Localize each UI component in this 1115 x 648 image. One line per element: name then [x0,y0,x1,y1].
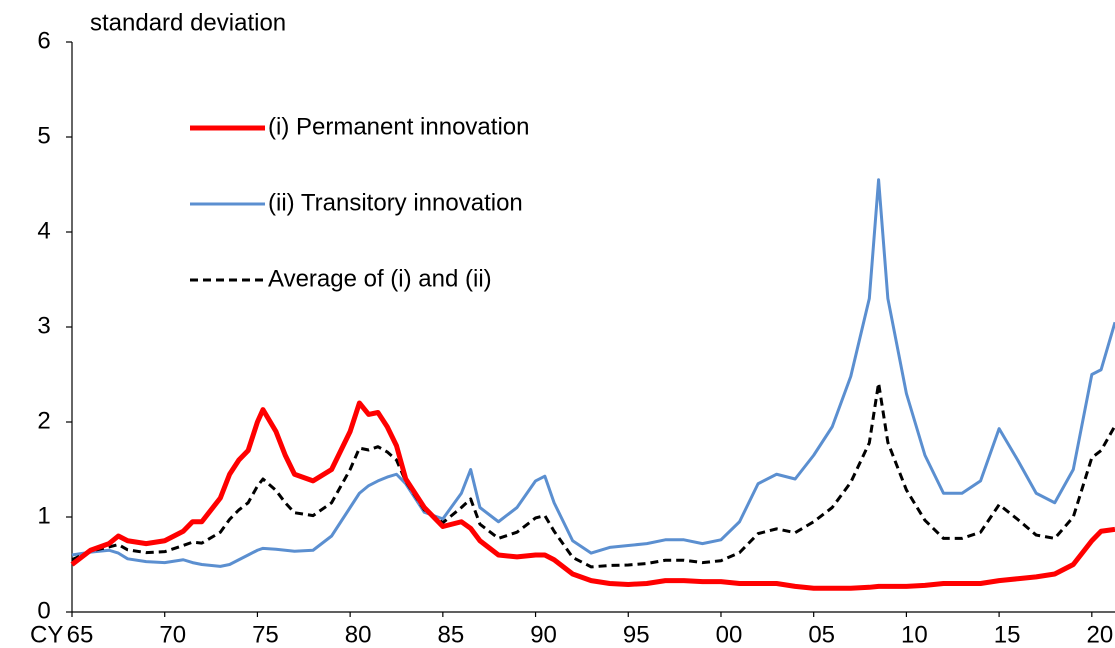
x-tick-label: 85 [437,621,464,648]
x-tick-label: 05 [808,621,835,648]
series-line [71,381,1115,569]
y-tick-label: 3 [37,312,50,339]
x-tick-label: 20 [1086,621,1113,648]
y-tick-label: 1 [37,502,50,529]
series-line [70,400,1115,591]
x-tick-label: 80 [345,621,372,648]
y-tick-label: 6 [37,27,50,54]
x-tick-label: 95 [623,621,650,648]
x-tick-label: 65 [67,621,94,648]
y-axis-label: standard deviation [90,9,286,36]
x-tick-label: 75 [252,621,279,648]
series-line [71,178,1115,568]
y-tick-label: 4 [37,217,50,244]
x-tick-label: 10 [901,621,928,648]
x-tick-label: 70 [159,621,186,648]
y-tick-label: 5 [37,122,50,149]
x-tick-label: 15 [994,621,1021,648]
x-axis-label: CY [30,621,63,648]
x-tick-label: 90 [530,621,557,648]
legend-label: (ii) Transitory innovation [268,189,523,216]
y-tick-label: 0 [37,597,50,624]
legend-label: (i) Permanent innovation [268,113,529,140]
legend-label: Average of (i) and (ii) [268,265,492,292]
y-tick-label: 2 [37,407,50,434]
x-tick-label: 00 [716,621,743,648]
